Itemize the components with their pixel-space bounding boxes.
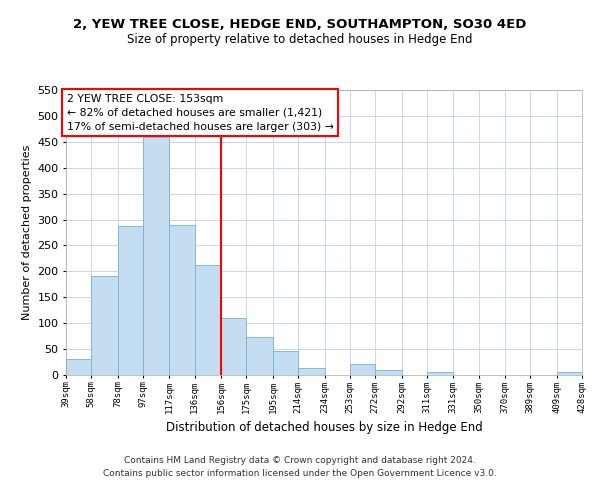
Y-axis label: Number of detached properties: Number of detached properties (22, 145, 32, 320)
Bar (557, 372, 582, 375)
Bar (247, 336, 273, 375)
Bar (194, 264, 221, 375)
Bar (66, 360, 91, 375)
Bar (143, 136, 169, 375)
Bar (118, 226, 143, 375)
Text: 2, YEW TREE CLOSE, HEDGE END, SOUTHAMPTON, SO30 4ED: 2, YEW TREE CLOSE, HEDGE END, SOUTHAMPTO… (73, 18, 527, 30)
Bar (169, 224, 194, 375)
Bar (350, 364, 375, 375)
Bar (375, 370, 401, 375)
Bar (221, 318, 247, 375)
Bar (91, 276, 118, 375)
Bar (298, 368, 325, 375)
Bar (427, 372, 454, 375)
Bar (273, 351, 298, 375)
Text: 2 YEW TREE CLOSE: 153sqm
← 82% of detached houses are smaller (1,421)
17% of sem: 2 YEW TREE CLOSE: 153sqm ← 82% of detach… (67, 94, 334, 132)
X-axis label: Distribution of detached houses by size in Hedge End: Distribution of detached houses by size … (166, 421, 482, 434)
Text: Size of property relative to detached houses in Hedge End: Size of property relative to detached ho… (127, 32, 473, 46)
Text: Contains HM Land Registry data © Crown copyright and database right 2024.
Contai: Contains HM Land Registry data © Crown c… (103, 456, 497, 477)
